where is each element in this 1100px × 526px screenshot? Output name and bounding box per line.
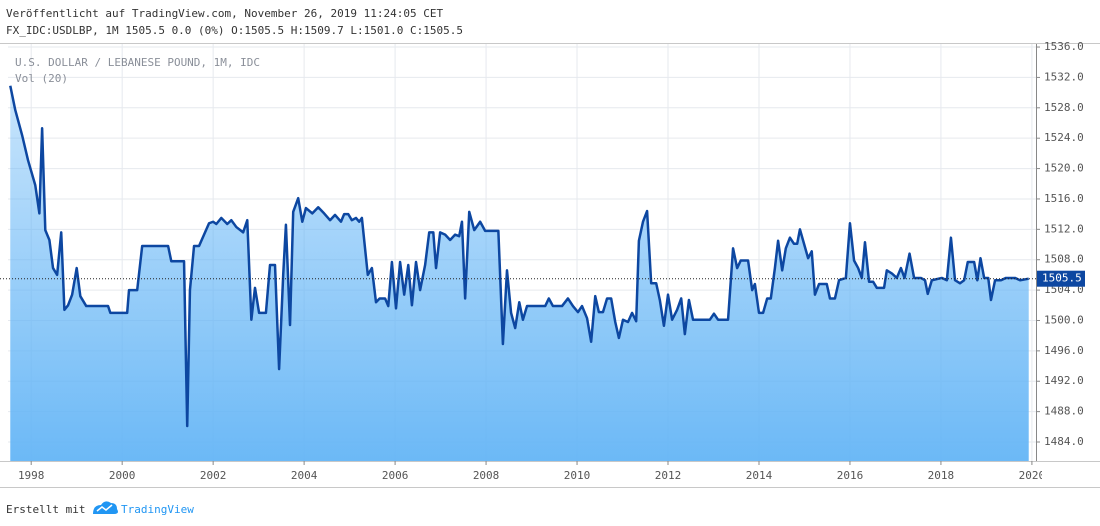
indicator-label: Vol (20) [15,72,68,85]
x-tick-label: 2002 [200,469,227,482]
chart-title: U.S. DOLLAR / LEBANESE POUND, 1M, IDC [15,56,260,69]
x-tick-label: 2016 [837,469,864,482]
y-tick-label: 1536.0 [1044,40,1084,53]
y-tick-label: 1488.0 [1044,405,1084,418]
y-tick-label: 1520.0 [1044,162,1084,175]
x-tick-label: 2010 [564,469,591,482]
footer-text: Erstellt mit [6,503,85,516]
x-tick-label: 2018 [928,469,955,482]
y-tick-label: 1496.0 [1044,344,1084,357]
line [9,85,1029,428]
y-tick-label: 1484.0 [1044,435,1084,448]
x-tick-label: 2004 [291,469,318,482]
published: Veröffentlicht auf TradingView.com, Nove… [6,7,443,20]
footer-brand[interactable]: TradingView [121,503,194,516]
y-tick-label: 1532.0 [1044,70,1084,83]
x-tick-label: 2012 [655,469,682,482]
x-tick-label: 2000 [109,469,136,482]
x-tick-label: 2008 [473,469,500,482]
y-tick-label: 1516.0 [1044,192,1084,205]
last-price-label: 1505.5 [1042,272,1082,285]
area [10,85,1029,462]
y-tick-label: 1508.0 [1044,253,1084,266]
x-tick-label: 2006 [382,469,409,482]
symbol-info: FX_IDC:USDLBP, 1M 1505.5 0.0 (0%) O:1505… [6,24,463,37]
y-tick-label: 1492.0 [1044,374,1084,387]
x-tick-label: 2020 [1019,469,1046,482]
y-tick-label: 1512.0 [1044,222,1084,235]
last-price-box [1037,270,1085,287]
y-tick-label: 1524.0 [1044,131,1084,144]
y-tick-label: 1500.0 [1044,313,1084,326]
y-tick-label: 1528.0 [1044,101,1084,114]
x-tick-label: 1998 [18,469,45,482]
brand-logo [93,501,118,514]
x-tick-label: 2014 [746,469,773,482]
